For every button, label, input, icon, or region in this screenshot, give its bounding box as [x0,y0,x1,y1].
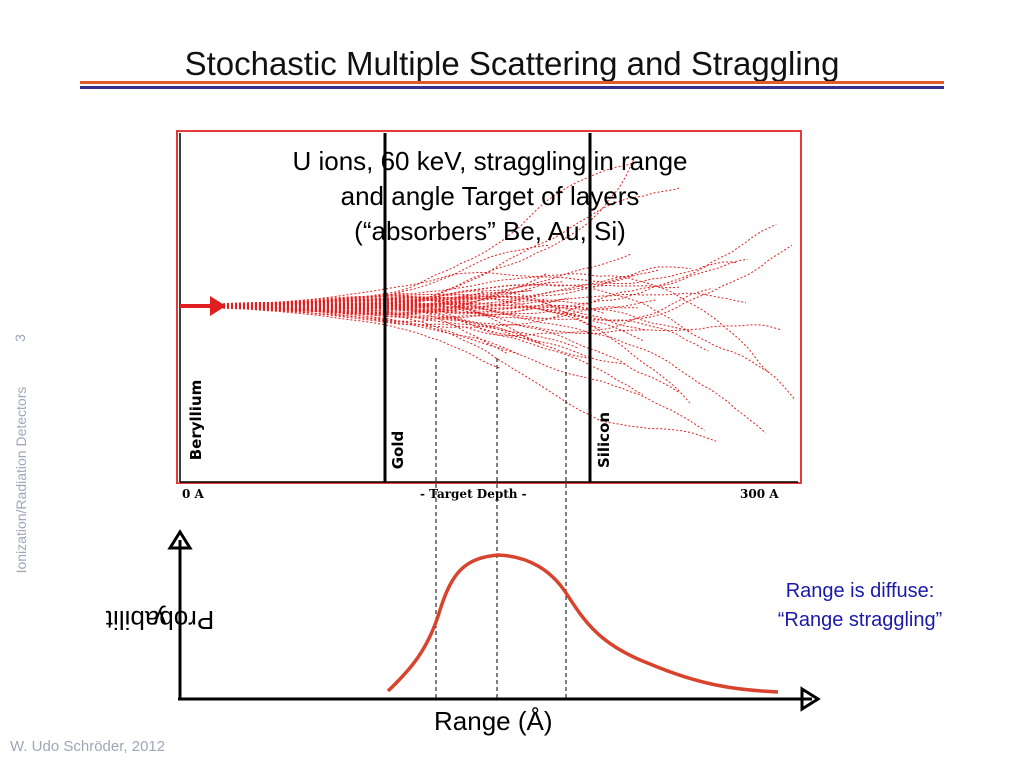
title-rule-orange [80,81,944,84]
range-straggling-note: Range is diffuse: “Range straggling” [720,577,1000,635]
ion-track [214,305,588,359]
ion-track [215,304,705,431]
ion-track [214,302,458,314]
ion-track [214,296,647,331]
caption-line-2: and angle Target of layers [340,181,640,211]
ion-track [214,296,540,344]
ion-track [215,298,522,308]
depth-axis-start: 0 A [182,487,204,501]
range-axis-arrowhead [800,686,821,712]
range-distribution-curve [386,553,779,694]
ion-track [214,258,748,315]
layer-label-silicon: Silicon [595,411,613,469]
simulation-caption: U ions, 60 keV, straggling in range and … [210,144,770,249]
prob-axis-arrowhead [167,529,193,550]
ion-track [214,293,601,329]
ion-track [214,275,634,308]
range-axis-label: Range (Å) [434,706,553,736]
depth-axis-title: - Target Depth - [420,487,527,501]
ion-track [214,296,680,394]
caption-line-3: (“absorbers” Be, Au, Si) [354,216,626,246]
ion-track [214,290,532,309]
ion-track [214,304,604,316]
note-line-1: Range is diffuse: [785,580,935,602]
ion-tracks [214,155,796,442]
ion-track [214,306,501,369]
beam-arrow-head [210,296,226,316]
title-rule-blue [80,86,944,89]
ion-track [214,289,533,315]
ion-track [215,305,627,365]
caption-line-1: U ions, 60 keV, straggling in range [292,146,688,176]
slide-title: Stochastic Multiple Scattering and Strag… [184,45,840,82]
ion-track [214,244,551,308]
probability-axis-label: Probabilit y [105,605,215,635]
layer-label-beryllium: Beryllium [187,379,205,461]
layer-label-gold: Gold [389,430,407,470]
ion-track [214,244,793,322]
ion-track [214,284,770,373]
note-line-2: “Range straggling” [777,609,943,631]
depth-axis-end: 300 A [740,487,779,501]
author-footer: W. Udo Schröder, 2012 [10,738,166,755]
ion-track [214,302,709,352]
ion-track [214,271,796,401]
ion-track [215,297,445,307]
ion-track [214,266,691,313]
ion-track [214,304,692,332]
